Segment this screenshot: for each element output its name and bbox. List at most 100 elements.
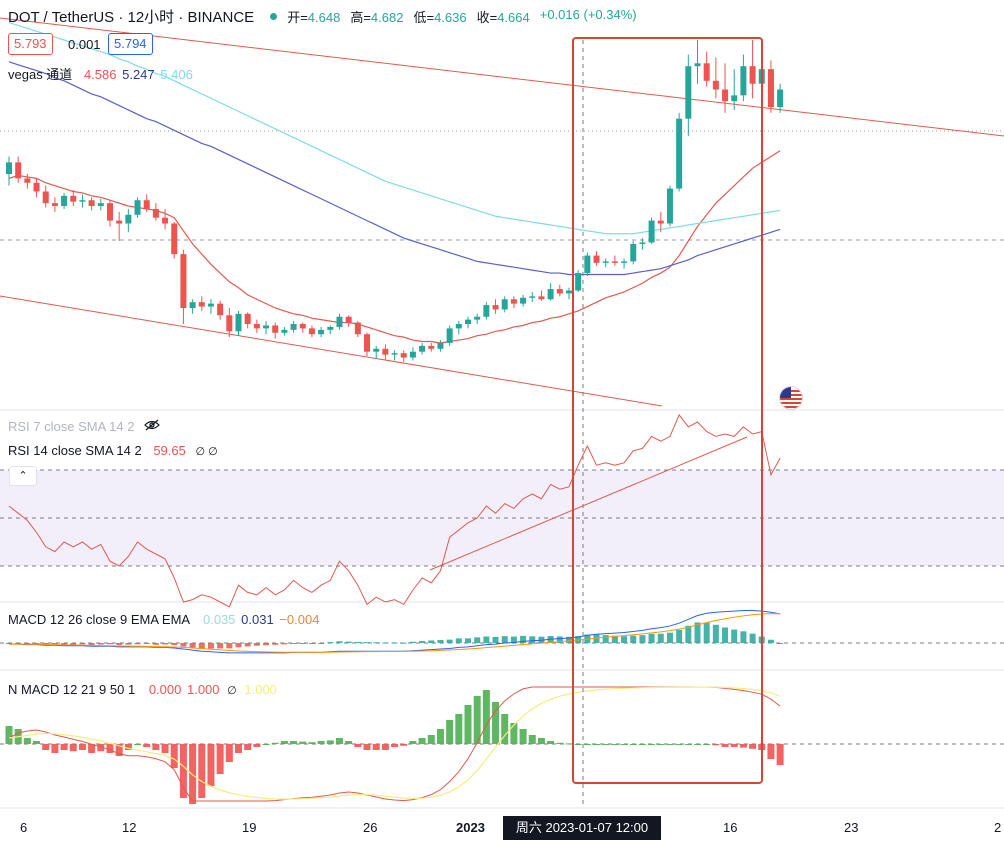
close-value: 4.664 (497, 10, 530, 25)
macd-histogram-bar (24, 643, 31, 644)
macd-histogram-bar (520, 635, 527, 643)
nmacd-histogram-bar (611, 744, 619, 745)
x-tick-16: 16 (723, 820, 738, 835)
macd-histogram-bar (382, 642, 389, 644)
macd-histogram-bar (602, 635, 609, 643)
macd-histogram-bar (364, 642, 371, 644)
macd-histogram-bar (409, 641, 416, 643)
nmacd-histogram-bar (345, 741, 353, 744)
candle-body (382, 348, 389, 355)
candle-body (703, 63, 710, 81)
macd-histogram-bar (33, 643, 40, 644)
high-item: 高=4.682 (350, 10, 404, 25)
candle-body (400, 353, 407, 358)
x-tick-2023: 2023 (456, 820, 485, 835)
candle-body (244, 313, 251, 325)
nmacd-histogram-bar (134, 744, 142, 745)
candle-body (308, 328, 315, 335)
x-tick-6: 6 (20, 820, 28, 835)
vegas-value-3: 5.406 (160, 67, 193, 82)
nmacd-histogram-bar (537, 738, 545, 744)
nmacd-histogram-bar (106, 744, 114, 753)
candle-body (575, 273, 582, 291)
candle-body (685, 66, 692, 119)
nmacd-histogram-bar (482, 690, 490, 744)
macd-histogram-bar (308, 643, 315, 644)
nmacd-histogram-bar (638, 744, 646, 745)
nmacd-histogram-bar (363, 744, 371, 750)
nmacd-histogram-bar (124, 744, 132, 750)
candle-body (318, 329, 325, 335)
nmacd-histogram-bar (501, 714, 509, 744)
candle-body (538, 296, 545, 300)
nmacd-histogram-bar (427, 735, 435, 744)
candle-body (648, 220, 655, 243)
macd-histogram-bar (70, 643, 77, 645)
macd-histogram-bar (703, 622, 710, 643)
nmacd-histogram-bar (262, 744, 270, 745)
macd-histogram-bar (152, 643, 159, 645)
nmacd-histogram-bar (69, 744, 77, 752)
macd-histogram-bar (565, 636, 572, 643)
macd-histogram-bar (162, 643, 169, 645)
nmacd-histogram-bar (42, 744, 50, 750)
candle-body (217, 303, 224, 316)
candle-body (584, 255, 591, 274)
nmacd-histogram-bar (528, 735, 536, 744)
macd-histogram-bar (336, 641, 343, 643)
nmacd-histogram-bar (326, 740, 334, 744)
macd-histogram-bar (327, 642, 334, 644)
macd-histogram-bar (281, 643, 288, 645)
ohlc-legend: 开=4.648 高=4.682 低=4.636 收=4.664 +0.016 (… (287, 7, 636, 26)
nmacd-histogram-bar (317, 741, 325, 744)
macd-histogram-bar (657, 633, 664, 643)
macd-histogram-bar (455, 638, 462, 643)
nmacd-histogram-bar (657, 744, 665, 745)
nmacd-histogram-bar (88, 744, 96, 753)
rsi14-legend[interactable]: RSI 14 close SMA 14 2 59.65 ∅ ∅ (8, 443, 218, 458)
candle-body (565, 290, 572, 294)
macd-histogram-bar (648, 633, 655, 643)
bid-price-box[interactable]: 5.793 (8, 33, 53, 55)
nmacd-histogram-bar (23, 738, 31, 744)
nmacd-histogram-bar (629, 744, 637, 745)
macd-value-1: 0.035 (202, 612, 236, 627)
nmacd-histogram-bar (400, 744, 408, 746)
nmacd-histogram-bar (721, 744, 729, 747)
nmacd-histogram-bar (225, 744, 233, 762)
nmacd-histogram-bar (33, 741, 41, 744)
candle-body (666, 188, 673, 224)
candle-body (125, 214, 132, 224)
us-flag-icon[interactable] (779, 386, 803, 410)
eye-hidden-icon[interactable] (144, 419, 160, 434)
nmacd-histogram-bar (436, 729, 444, 744)
nmacd-legend[interactable]: N MACD 12 21 9 50 1 0.000 1.000 ∅ 1.000 (8, 682, 277, 697)
nmacd-histogram-bar (290, 741, 298, 744)
candle-body (134, 200, 141, 215)
macd-histogram-bar (510, 636, 517, 643)
candle-body (207, 303, 214, 307)
symbol-title[interactable]: DOT / TetherUS · 12小时 · BINANCE (8, 9, 255, 26)
nmacd-histogram-bar (565, 743, 573, 745)
candle-body (373, 348, 380, 352)
nmacd-histogram-bar (280, 741, 288, 744)
nmacd-histogram-bar (418, 738, 426, 744)
nmacd-histogram-bar (666, 744, 674, 745)
nmacd-histogram-bar (694, 744, 701, 745)
macd-legend[interactable]: MACD 12 26 close 9 EMA EMA 0.035 0.031 −… (8, 612, 319, 627)
rsi7-legend[interactable]: RSI 7 close SMA 14 2 (8, 419, 160, 434)
candle-body (198, 302, 205, 307)
macd-histogram-bar (6, 643, 12, 644)
macd-histogram-bar (354, 641, 361, 643)
macd-histogram-bar (740, 631, 747, 643)
ask-price-box[interactable]: 5.794 (108, 33, 153, 55)
candle-body (657, 220, 664, 224)
macd-histogram-bar (685, 625, 692, 643)
nmacd-histogram-bar (179, 744, 187, 798)
vegas-legend[interactable]: vegas 通道 4.586 5.247 5.406 (8, 64, 193, 83)
macd-histogram-bar (749, 633, 756, 643)
nmacd-histogram-bar (455, 714, 463, 744)
candle-body (281, 329, 288, 333)
collapse-pane-button[interactable]: ⌃ (9, 466, 37, 486)
